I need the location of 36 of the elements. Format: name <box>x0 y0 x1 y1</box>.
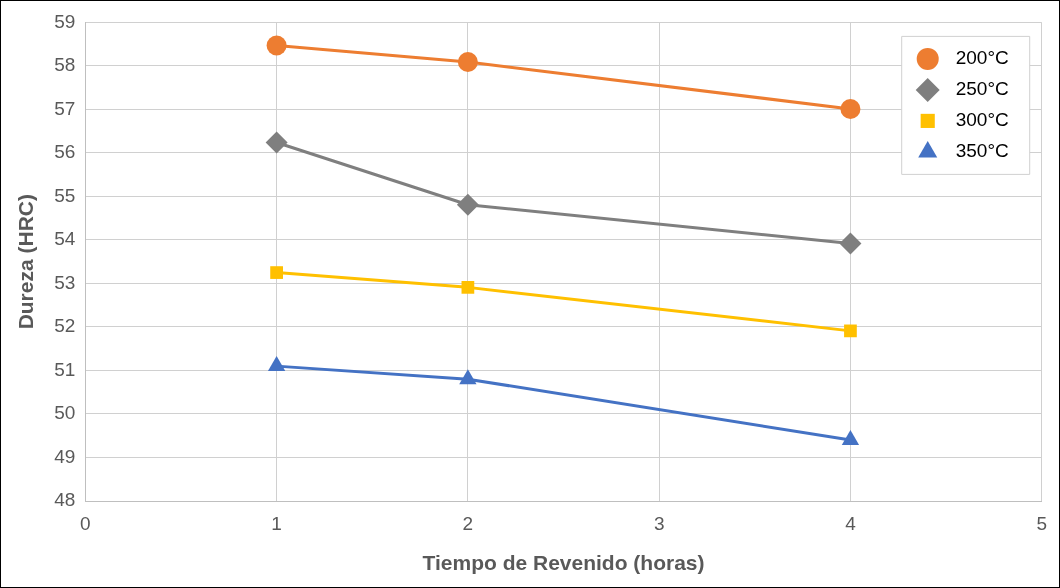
point <box>839 232 862 255</box>
point <box>461 281 475 294</box>
y-tick-label: 50 <box>54 402 76 424</box>
y-tick-label: 49 <box>54 445 76 467</box>
legend-label: 200°C <box>955 47 1009 69</box>
point <box>265 131 288 154</box>
x-tick-label: 1 <box>271 512 282 534</box>
y-tick-label: 56 <box>54 141 76 163</box>
legend-label: 250°C <box>955 78 1009 100</box>
point <box>844 324 857 338</box>
x-tick-label: 0 <box>80 512 91 534</box>
y-tick-label: 57 <box>54 97 76 119</box>
point <box>456 193 479 216</box>
y-tick-label: 51 <box>54 358 76 380</box>
y-tick-label: 58 <box>54 54 76 76</box>
point <box>270 266 283 279</box>
point <box>457 51 478 72</box>
y-tick-label: 48 <box>54 489 76 511</box>
point <box>840 98 861 119</box>
point <box>266 35 287 56</box>
point <box>841 430 860 446</box>
y-tick-label: 59 <box>54 10 76 32</box>
x-tick-label: 5 <box>1036 512 1048 534</box>
y-tick-label: 55 <box>54 184 76 206</box>
y-tick-label: 54 <box>54 228 76 250</box>
x-tick-label: 3 <box>653 512 665 534</box>
point <box>267 356 286 372</box>
y-axis-title: Dureza (HRC) <box>14 194 38 330</box>
x-tick-label: 4 <box>845 512 857 534</box>
legend-label: 350°C <box>955 140 1009 162</box>
point <box>459 369 477 385</box>
y-tick-label: 52 <box>54 315 76 337</box>
x-tick-label: 2 <box>462 512 474 534</box>
legend-label: 300°C <box>955 109 1009 131</box>
y-tick-label: 53 <box>54 271 76 293</box>
x-axis-title: Tiempo de Revenido (horas) <box>422 551 705 575</box>
